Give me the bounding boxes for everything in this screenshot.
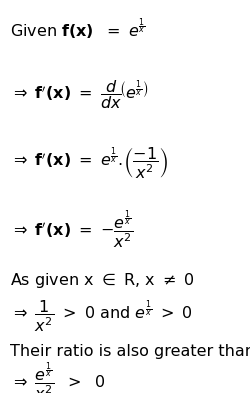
Text: $\Rightarrow$ $\dfrac{1}{x^2}$ $>$ 0 and $e^{\frac{1}{x}}$ $>$ 0: $\Rightarrow$ $\dfrac{1}{x^2}$ $>$ 0 and… [10,299,192,334]
Text: As given x $\in$ R, x $\neq$ 0: As given x $\in$ R, x $\neq$ 0 [10,272,194,290]
Text: Given $\mathbf{f(x)}$  $=$ $e^{\frac{1}{x}}$: Given $\mathbf{f(x)}$ $=$ $e^{\frac{1}{x… [10,17,145,42]
Text: $\Rightarrow$ $\mathbf{f'(x)}$ $=$ $-\dfrac{e^{\frac{1}{x}}}{x^2}$: $\Rightarrow$ $\mathbf{f'(x)}$ $=$ $-\df… [10,208,133,252]
Text: $\Rightarrow$ $\dfrac{e^{\frac{1}{x}}}{x^2}$  $>$  0: $\Rightarrow$ $\dfrac{e^{\frac{1}{x}}}{x… [10,360,105,393]
Text: $\Rightarrow$ $\mathbf{f'(x)}$ $=$ $\dfrac{d}{dx}\!\left(e^{\frac{1}{x}}\right)$: $\Rightarrow$ $\mathbf{f'(x)}$ $=$ $\dfr… [10,78,148,111]
Text: Their ratio is also greater than 0: Their ratio is also greater than 0 [10,344,250,359]
Text: $\Rightarrow$ $\mathbf{f'(x)}$ $=$ $e^{\frac{1}{x}}.\!\left(\dfrac{-1}{x^2}\righ: $\Rightarrow$ $\mathbf{f'(x)}$ $=$ $e^{\… [10,145,168,181]
